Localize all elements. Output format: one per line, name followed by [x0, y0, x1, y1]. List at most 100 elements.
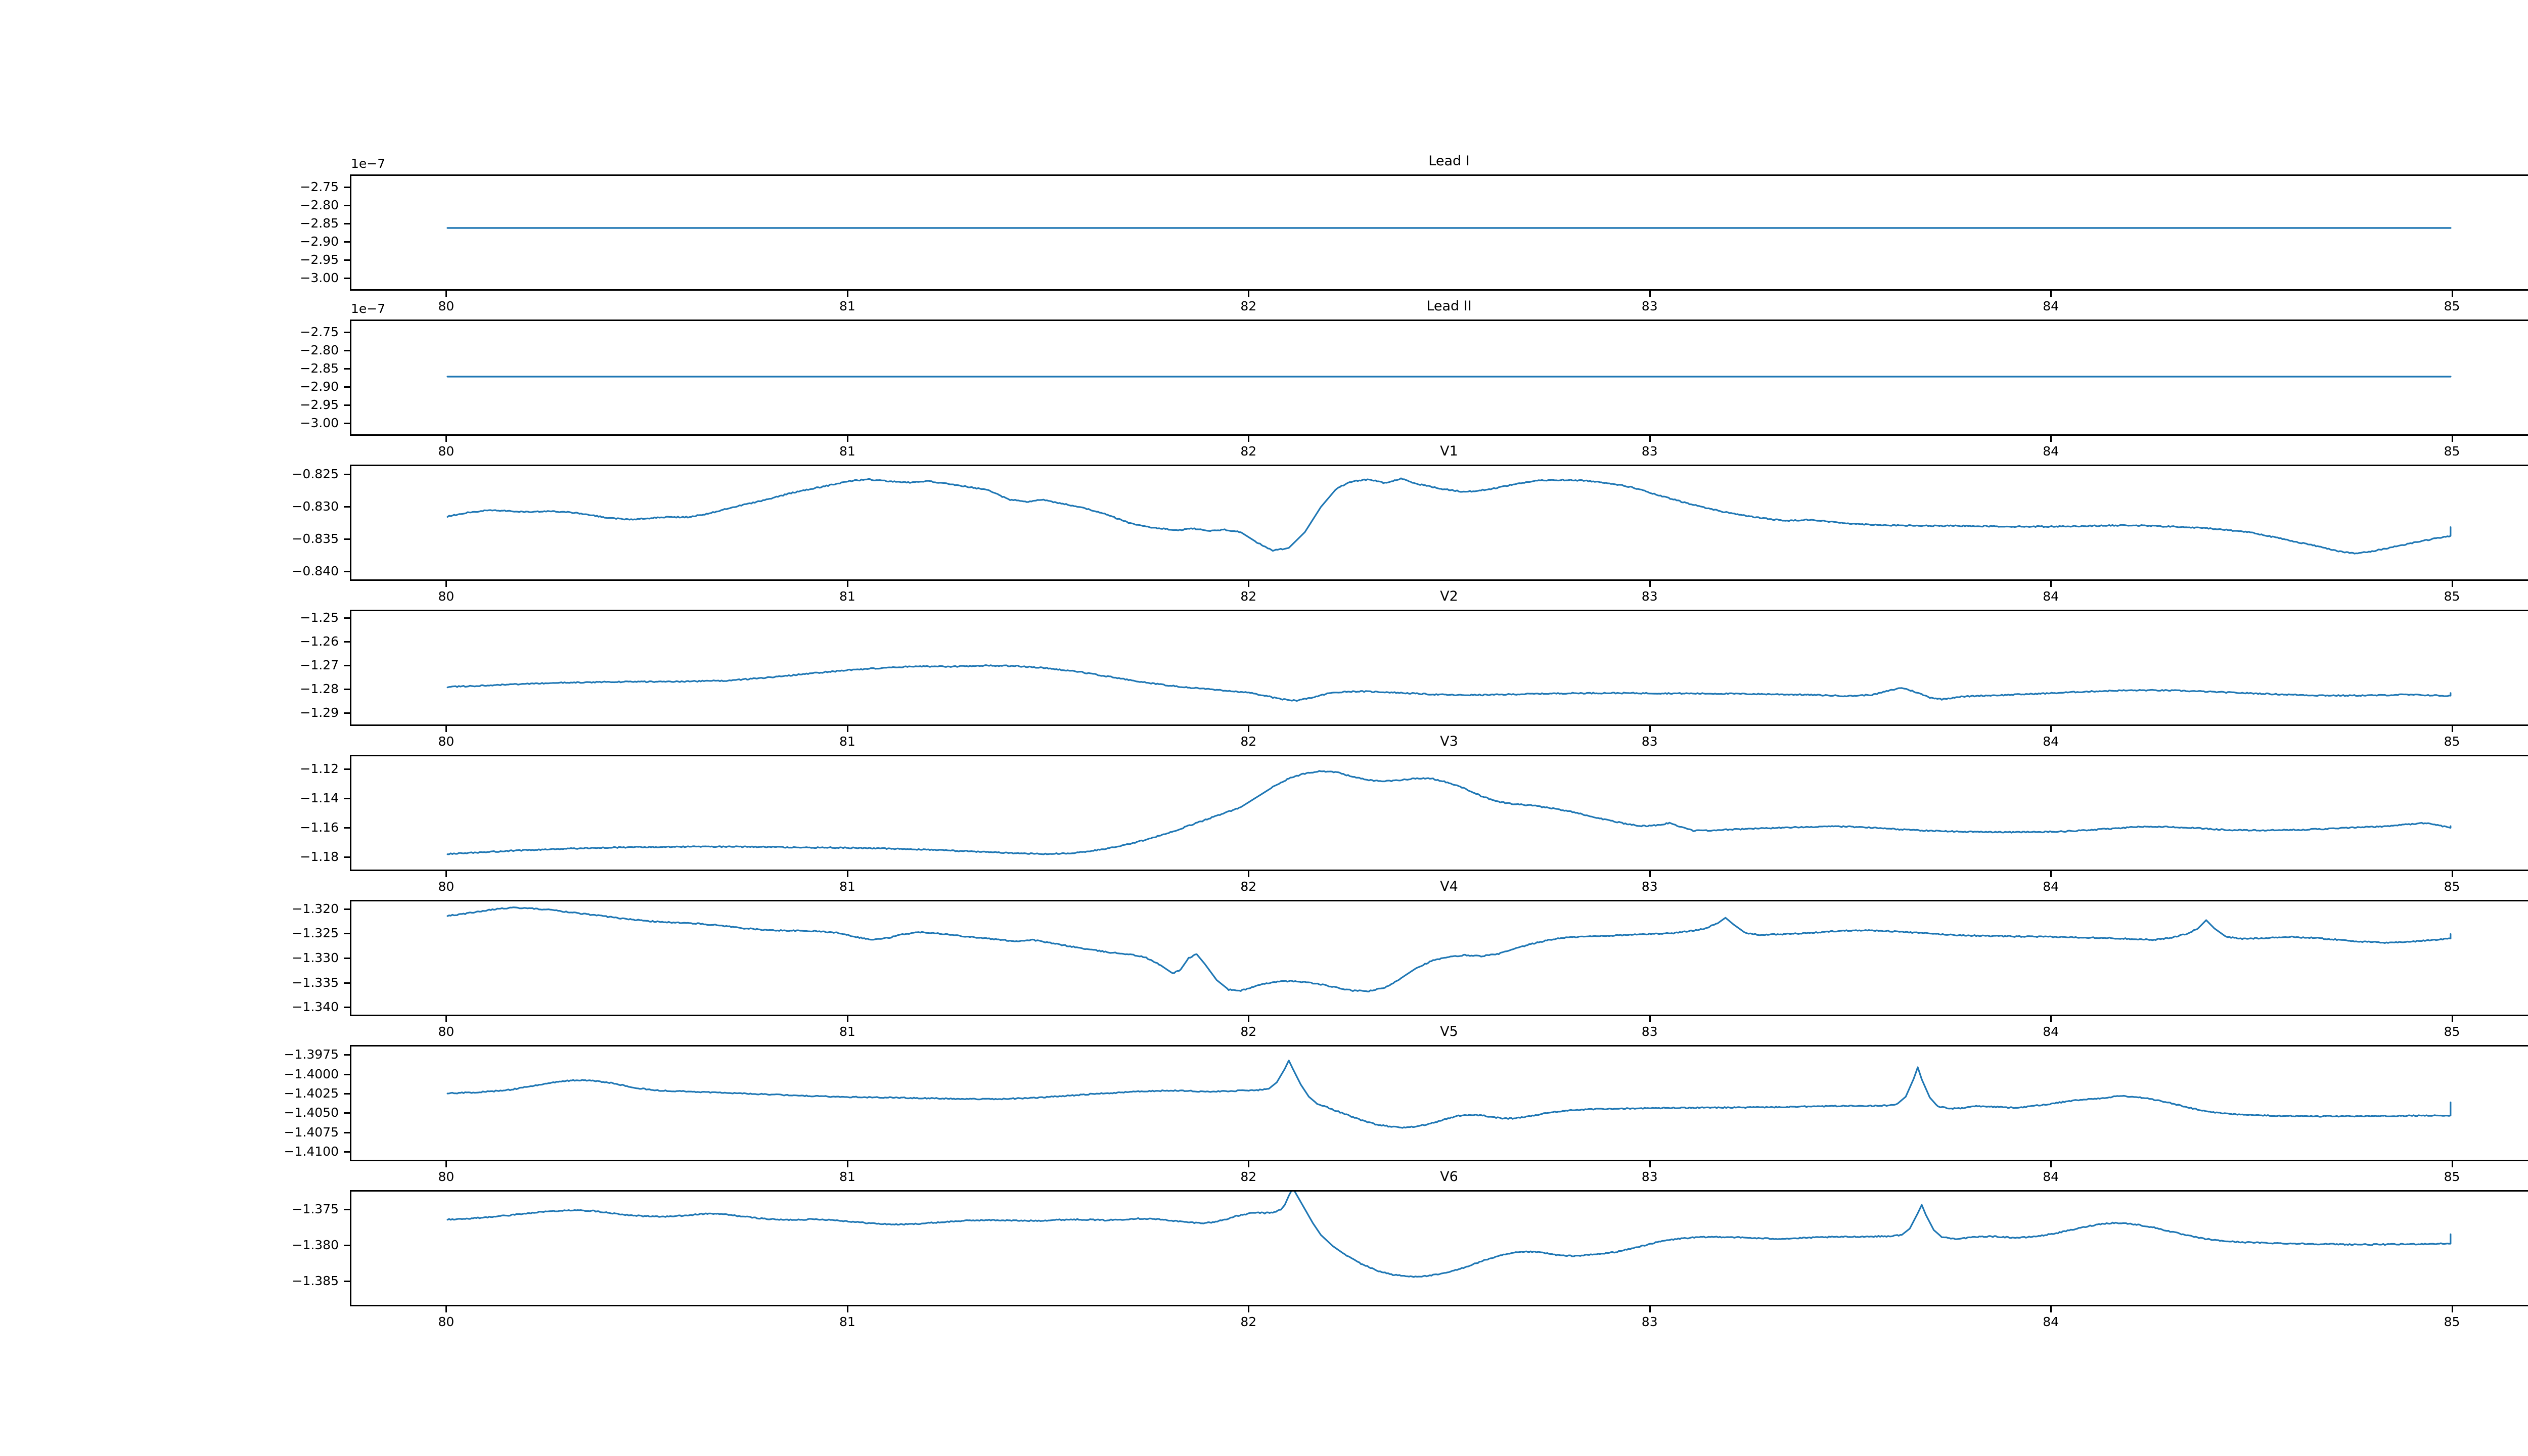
- x-tick-mark: [445, 1161, 447, 1167]
- y-tick-mark: [344, 368, 350, 370]
- x-tick-label: 82: [1240, 444, 1257, 459]
- plot-area: [350, 900, 2528, 1016]
- x-tick-mark: [846, 581, 848, 587]
- x-tick-label: 81: [839, 1314, 855, 1329]
- x-tick-mark: [1649, 1016, 1651, 1022]
- waveform-svg: [351, 901, 2528, 1015]
- y-tick-mark: [344, 856, 350, 858]
- x-tick-mark: [445, 291, 447, 297]
- y-tick-mark: [344, 1093, 350, 1095]
- x-tick-label: 84: [2043, 1169, 2059, 1184]
- waveform-line-v6: [447, 1192, 2451, 1277]
- y-tick-mark: [344, 1209, 350, 1211]
- y-tick-mark: [344, 827, 350, 829]
- x-tick-mark: [846, 1161, 848, 1167]
- y-tick-label: −2.85: [300, 216, 339, 231]
- x-tick-mark: [846, 726, 848, 732]
- y-tick-label: −0.840: [292, 563, 339, 578]
- y-tick-label: −2.95: [300, 252, 339, 267]
- panel-title: V2: [1440, 588, 1458, 604]
- x-tick-label: 80: [438, 444, 455, 459]
- y-tick-mark: [344, 1131, 350, 1133]
- y-tick-label: −2.75: [300, 179, 339, 195]
- x-tick-label: 82: [1240, 734, 1257, 749]
- y-tick-label: −1.3975: [284, 1047, 339, 1062]
- y-tick-mark: [344, 617, 350, 619]
- y-tick-mark: [344, 422, 350, 424]
- y-tick-label: −0.835: [292, 531, 339, 546]
- x-tick-label: 80: [438, 299, 455, 313]
- x-tick-mark: [846, 1016, 848, 1022]
- y-tick-label: −1.14: [300, 790, 339, 805]
- waveform-line-v1: [447, 478, 2451, 554]
- x-tick-mark: [445, 871, 447, 877]
- x-tick-mark: [1248, 581, 1250, 587]
- y-tick-label: −1.325: [292, 926, 339, 941]
- x-tick-label: 85: [2444, 879, 2460, 894]
- y-tick-label: −1.25: [300, 610, 339, 625]
- y-tick-mark: [344, 570, 350, 572]
- waveform-line-v5: [447, 1061, 2451, 1128]
- y-tick-mark: [344, 797, 350, 799]
- waveform-line-v4: [447, 907, 2451, 992]
- y-tick-label: −2.90: [300, 234, 339, 249]
- plot-area: [350, 320, 2528, 436]
- x-tick-mark: [2050, 1016, 2052, 1022]
- x-tick-mark: [1248, 436, 1250, 442]
- y-tick-mark: [344, 223, 350, 225]
- waveform-svg: [351, 611, 2528, 724]
- x-tick-label: 84: [2043, 879, 2059, 894]
- x-tick-label: 83: [1641, 1169, 1658, 1184]
- y-tick-mark: [344, 689, 350, 691]
- y-axis-offset-text: 1e−7: [351, 156, 386, 171]
- x-tick-mark: [2451, 291, 2453, 297]
- y-tick-label: −1.320: [292, 901, 339, 916]
- x-tick-label: 85: [2444, 444, 2460, 459]
- y-tick-mark: [344, 474, 350, 476]
- y-tick-label: −1.4100: [284, 1144, 339, 1159]
- y-tick-label: −1.375: [292, 1202, 339, 1217]
- y-tick-label: −2.95: [300, 397, 339, 412]
- y-tick-label: −3.00: [300, 415, 339, 430]
- x-tick-label: 83: [1641, 879, 1658, 894]
- y-tick-mark: [344, 982, 350, 984]
- panel-title: V3: [1440, 734, 1458, 749]
- x-tick-label: 81: [839, 734, 855, 749]
- x-tick-mark: [2451, 871, 2453, 877]
- x-tick-mark: [2050, 581, 2052, 587]
- x-tick-mark: [2451, 1306, 2453, 1312]
- x-tick-mark: [2451, 1016, 2453, 1022]
- plot-area: [350, 610, 2528, 726]
- x-tick-label: 82: [1240, 1169, 1257, 1184]
- y-tick-label: −2.90: [300, 379, 339, 394]
- y-tick-mark: [344, 908, 350, 910]
- x-tick-mark: [2451, 581, 2453, 587]
- x-tick-mark: [2050, 1306, 2052, 1312]
- y-tick-mark: [344, 641, 350, 643]
- x-tick-label: 85: [2444, 299, 2460, 313]
- x-tick-label: 83: [1641, 299, 1658, 313]
- y-tick-mark: [344, 350, 350, 352]
- x-tick-label: 84: [2043, 299, 2059, 313]
- plot-area: [350, 465, 2528, 581]
- plot-area: [350, 1190, 2528, 1306]
- x-tick-label: 82: [1240, 1314, 1257, 1329]
- y-tick-label: −2.85: [300, 361, 339, 376]
- y-tick-label: −1.4025: [284, 1085, 339, 1101]
- x-tick-mark: [846, 871, 848, 877]
- x-tick-mark: [445, 436, 447, 442]
- x-tick-mark: [1649, 1161, 1651, 1167]
- y-tick-label: −1.12: [300, 761, 339, 776]
- waveform-svg: [351, 176, 2528, 289]
- x-tick-label: 81: [839, 444, 855, 459]
- x-tick-mark: [846, 436, 848, 442]
- y-tick-label: −1.16: [300, 820, 339, 835]
- y-tick-mark: [344, 241, 350, 243]
- x-tick-label: 84: [2043, 1024, 2059, 1039]
- plot-area: [350, 174, 2528, 291]
- x-tick-mark: [445, 1306, 447, 1312]
- x-tick-label: 81: [839, 1024, 855, 1039]
- x-tick-mark: [1649, 581, 1651, 587]
- y-tick-label: −1.28: [300, 681, 339, 697]
